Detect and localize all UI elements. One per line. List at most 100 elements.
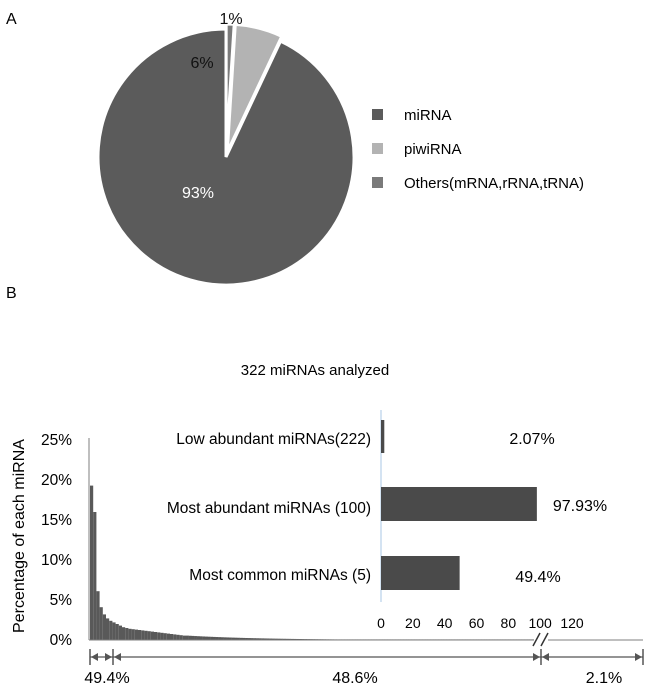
inset-bar bbox=[381, 420, 385, 453]
y-axis-label: Percentage of each miRNA bbox=[11, 439, 28, 633]
distribution-bar bbox=[293, 638, 297, 640]
distribution-bar bbox=[255, 638, 259, 640]
legend-label-miRNA: miRNA bbox=[404, 107, 452, 124]
distribution-bar bbox=[204, 636, 208, 640]
distribution-bar bbox=[239, 637, 243, 640]
distribution-bar bbox=[134, 629, 138, 640]
distribution-bar bbox=[271, 638, 275, 640]
pie-legend: miRNA piwiRNA Others(mRNA,rRNA,tRNA) bbox=[372, 107, 584, 192]
distribution-bar bbox=[131, 629, 135, 640]
pie-label-piwiRNA: 6% bbox=[190, 55, 213, 72]
inset-value-labels: 2.07% 97.93% 49.4% bbox=[509, 431, 607, 586]
distribution-bar bbox=[141, 630, 145, 640]
inset-value-label: 97.93% bbox=[553, 498, 607, 515]
bracket-label: 49.4% bbox=[84, 670, 129, 687]
distribution-bar bbox=[128, 628, 132, 640]
inset-bar bbox=[381, 556, 460, 590]
inset-x-tick-label: 60 bbox=[469, 615, 485, 631]
y-axis-ticks: 0% 5% 10% 15% 20% 25% bbox=[41, 432, 72, 649]
inset-x-tick-label: 120 bbox=[560, 615, 584, 631]
inset-category-label: Low abundant miRNAs(222) bbox=[176, 431, 371, 448]
inset-category-label: Most common miRNAs (5) bbox=[189, 567, 371, 584]
distribution-bar bbox=[150, 631, 154, 640]
distribution-bar bbox=[106, 618, 110, 640]
distribution-bar bbox=[218, 637, 222, 640]
distribution-bar bbox=[194, 636, 197, 640]
distribution-bar bbox=[245, 637, 248, 640]
distribution-bar bbox=[196, 636, 200, 640]
distribution-bar bbox=[166, 633, 170, 640]
distribution-bar bbox=[186, 635, 189, 640]
distribution-bar bbox=[176, 634, 180, 640]
distribution-bar bbox=[220, 637, 224, 640]
legend-swatch-piwiRNA bbox=[372, 143, 383, 154]
pie-label-others: 1% bbox=[219, 11, 242, 28]
distribution-bar bbox=[122, 627, 126, 640]
distribution-bar bbox=[250, 638, 254, 640]
distribution-bar bbox=[212, 636, 216, 640]
distribution-bar bbox=[191, 635, 195, 640]
inset-x-tick-label: 40 bbox=[437, 615, 453, 631]
distribution-bars bbox=[90, 485, 536, 640]
pie-chart bbox=[96, 22, 356, 287]
distribution-bar bbox=[285, 638, 289, 640]
distribution-bar bbox=[242, 637, 246, 640]
distribution-bar bbox=[223, 637, 227, 640]
distribution-bar bbox=[157, 632, 161, 640]
y-tick-label: 15% bbox=[41, 512, 72, 529]
inset-value-label: 2.07% bbox=[509, 431, 554, 448]
distribution-bar bbox=[261, 638, 265, 640]
inset-bars bbox=[381, 420, 537, 590]
distribution-bar bbox=[228, 637, 232, 640]
distribution-bar bbox=[109, 620, 113, 640]
inset-x-ticks: 0 20 40 60 80 100 120 bbox=[377, 615, 584, 631]
distribution-bar bbox=[188, 635, 192, 640]
distribution-bar bbox=[234, 637, 238, 640]
distribution-bar bbox=[147, 631, 151, 640]
distribution-bar bbox=[115, 624, 119, 640]
panel-b-title: 322 miRNAs analyzed bbox=[241, 362, 389, 379]
distribution-bar bbox=[138, 630, 142, 640]
distribution-bar bbox=[90, 485, 94, 640]
y-tick-label: 20% bbox=[41, 472, 72, 489]
y-tick-label: 10% bbox=[41, 552, 72, 569]
distribution-bar bbox=[202, 636, 205, 640]
distribution-bar bbox=[154, 632, 158, 640]
distribution-bar bbox=[279, 638, 283, 640]
pie-label-miRNA: 93% bbox=[182, 185, 214, 202]
distribution-bar bbox=[215, 637, 219, 640]
distribution-bar bbox=[226, 637, 230, 640]
inset-category-labels: Low abundant miRNAs(222) Most abundant m… bbox=[167, 431, 371, 584]
distribution-bar bbox=[296, 638, 299, 640]
distribution-bar bbox=[96, 591, 100, 640]
distribution-bar bbox=[266, 638, 270, 640]
distribution-bar bbox=[182, 635, 186, 640]
distribution-bar bbox=[199, 636, 203, 640]
panel-a-label: A bbox=[6, 11, 17, 28]
distribution-bar bbox=[118, 625, 122, 640]
distribution-bar bbox=[160, 632, 164, 640]
panel-b-label: B bbox=[6, 285, 17, 302]
pie-slice-miRNA bbox=[96, 27, 356, 287]
y-tick-label: 5% bbox=[50, 592, 73, 609]
axis-break-mark bbox=[532, 632, 549, 648]
bracket-label: 2.1% bbox=[586, 670, 622, 687]
legend-swatch-others bbox=[372, 177, 383, 188]
y-tick-label: 0% bbox=[50, 632, 73, 649]
distribution-bar bbox=[179, 635, 183, 640]
bracket-arrows bbox=[89, 649, 644, 665]
legend-label-piwiRNA: piwiRNA bbox=[404, 141, 462, 158]
distribution-bar bbox=[263, 638, 267, 640]
distribution-bar bbox=[282, 638, 286, 640]
distribution-bar bbox=[290, 638, 294, 640]
distribution-bar bbox=[288, 638, 291, 640]
inset-value-label: 49.4% bbox=[515, 569, 560, 586]
distribution-bar bbox=[231, 637, 235, 640]
distribution-bar bbox=[258, 638, 262, 640]
distribution-bar bbox=[210, 636, 214, 640]
distribution-bar bbox=[170, 634, 174, 640]
distribution-bar bbox=[144, 630, 148, 640]
inset-x-tick-label: 0 bbox=[377, 615, 385, 631]
distribution-bar bbox=[173, 634, 177, 640]
